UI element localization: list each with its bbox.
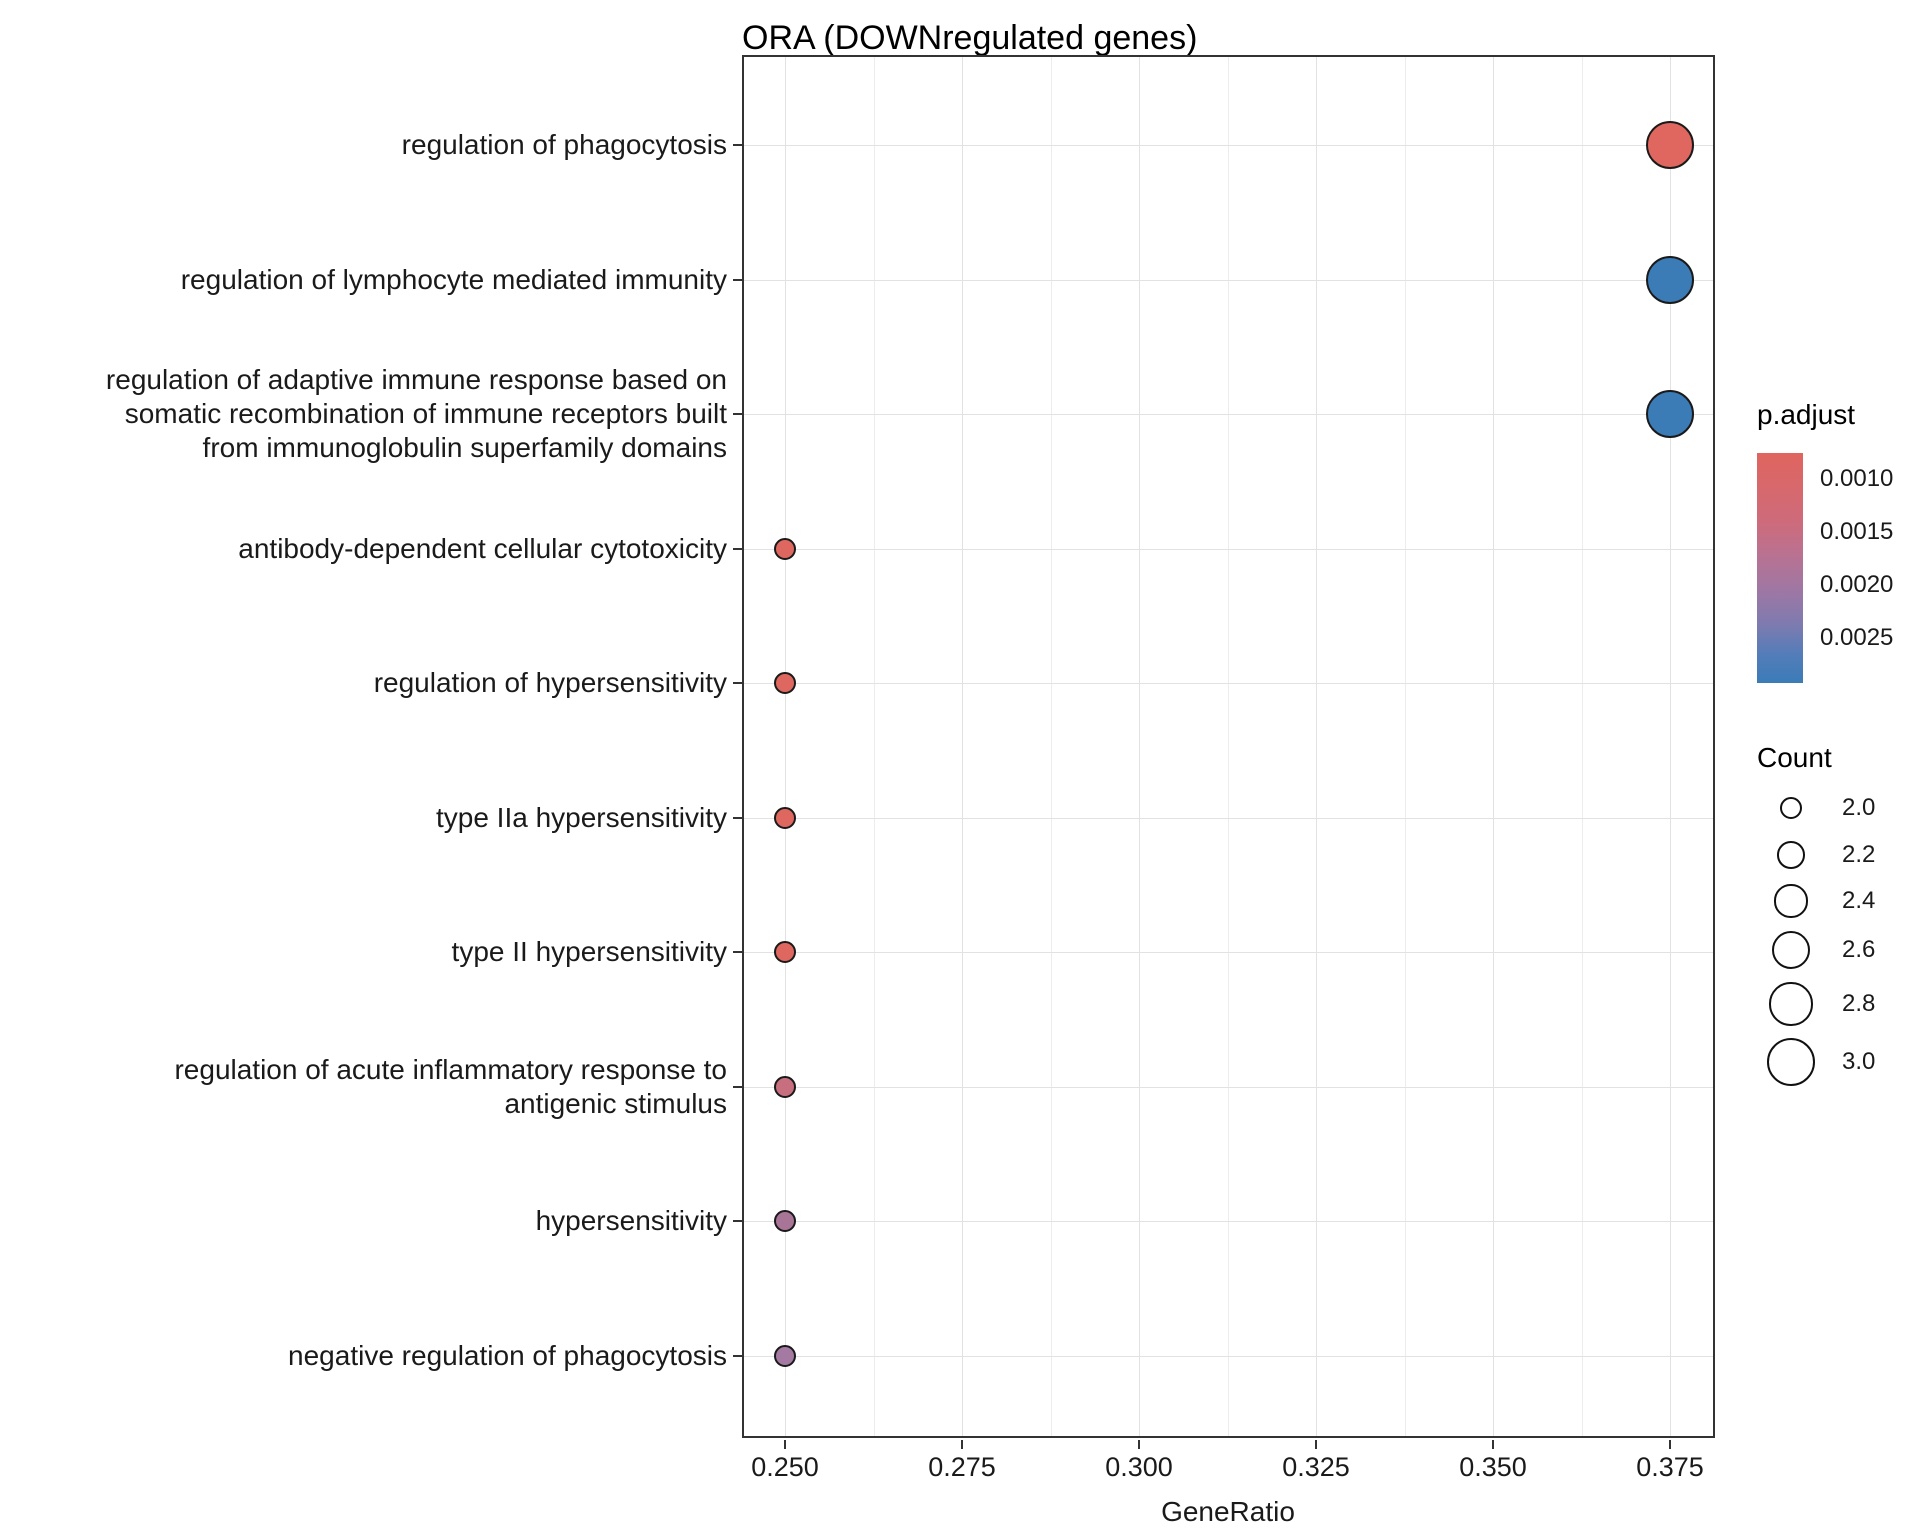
plot-panel — [742, 55, 1715, 1438]
y-axis-tick — [733, 413, 742, 415]
x-tick-label: 0.300 — [1105, 1452, 1173, 1482]
count-legend-circle — [1777, 841, 1805, 869]
gridline-h — [744, 414, 1713, 415]
gridline-h — [744, 817, 1713, 819]
y-axis-label: antibody-dependent cellular cytotoxicity — [238, 532, 727, 564]
data-point-dot — [774, 941, 796, 963]
gridline-h — [744, 952, 1713, 953]
gridline-h — [744, 1086, 1713, 1088]
legend-count-title: Count — [1757, 742, 1832, 773]
x-tick-label: 0.325 — [1282, 1452, 1350, 1482]
x-axis-tick — [961, 1440, 963, 1449]
legend-p-adjust-title: p.adjust — [1757, 399, 1856, 430]
gridline-v-minor — [1227, 57, 1229, 1436]
x-axis-tick — [1492, 1440, 1494, 1449]
gridline-v-minor — [1050, 57, 1052, 1436]
x-tick-label: 0.250 — [751, 1452, 819, 1482]
y-axis-tick — [733, 816, 742, 819]
y-axis-label: hypersensitivity — [535, 1205, 727, 1236]
gridline-v-major — [1670, 57, 1671, 1436]
data-point-dot — [1646, 390, 1694, 438]
p-adjust-gradient-bar — [1757, 453, 1803, 683]
count-legend-circle — [1774, 884, 1808, 918]
gridline-v-minor — [1404, 57, 1406, 1436]
x-axis-tick — [1669, 1440, 1671, 1449]
gridline-h — [744, 1221, 1713, 1222]
y-axis-tick — [733, 1354, 742, 1357]
gridline-v-major — [1316, 57, 1317, 1436]
x-axis-tick — [1315, 1440, 1317, 1449]
data-point-dot — [774, 537, 796, 560]
data-point-dot — [774, 1075, 796, 1098]
y-axis-label: regulation of phagocytosis — [401, 129, 727, 160]
y-axis-label: type II hypersensitivity — [451, 936, 727, 967]
y-axis-label: regulation of adaptive immune response b… — [105, 364, 727, 463]
count-legend-label: 3.0 — [1842, 1048, 1876, 1075]
x-axis-tick — [784, 1440, 786, 1449]
data-point-dot — [1646, 121, 1694, 169]
data-point-dot — [774, 1344, 796, 1367]
count-legend-label: 2.0 — [1842, 794, 1876, 821]
count-legend-label: 2.6 — [1842, 936, 1876, 963]
p-adjust-tick-label: 0.0025 — [1820, 623, 1894, 651]
data-point-dot — [774, 1210, 796, 1232]
y-axis-tick — [733, 1085, 742, 1088]
x-tick-label: 0.350 — [1459, 1452, 1527, 1482]
y-axis-label: type IIa hypersensitivity — [435, 801, 727, 833]
p-adjust-tick-label: 0.0015 — [1820, 518, 1894, 546]
x-tick-label: 0.375 — [1636, 1452, 1704, 1482]
y-axis-tick — [733, 547, 742, 550]
y-axis-label: regulation of lymphocyte mediated immuni… — [180, 263, 727, 295]
data-point-dot — [1646, 255, 1694, 304]
gridline-v-major — [785, 57, 786, 1436]
y-axis-tick — [733, 951, 742, 953]
data-point-dot — [774, 806, 796, 829]
y-axis-tick — [733, 682, 742, 684]
gridline-v-minor — [1581, 57, 1583, 1436]
y-axis-label: negative regulation of phagocytosis — [288, 1339, 727, 1371]
p-adjust-tick-label: 0.0010 — [1820, 465, 1894, 493]
gridline-v-major — [1493, 57, 1494, 1436]
y-axis-tick — [733, 144, 742, 146]
gridline-h — [744, 548, 1713, 550]
gridline-h — [744, 1355, 1713, 1357]
x-axis-title: GeneRatio — [1161, 1496, 1295, 1527]
y-axis-label: regulation of acute inflammatory respons… — [174, 1053, 727, 1119]
count-legend-label: 2.2 — [1842, 841, 1876, 868]
gridline-h — [744, 683, 1713, 684]
data-point-dot — [774, 672, 796, 694]
gridline-v-major — [962, 57, 963, 1436]
gridline-v-major — [1139, 57, 1140, 1436]
y-axis-label: regulation of hypersensitivity — [373, 667, 727, 698]
y-axis-tick — [733, 1220, 742, 1222]
count-legend-circle — [1767, 1038, 1815, 1086]
count-legend-circle — [1780, 797, 1802, 819]
count-legend-label: 2.4 — [1842, 887, 1876, 914]
gridline-h — [744, 279, 1713, 281]
x-axis-tick — [1138, 1440, 1140, 1449]
count-legend-circle — [1769, 982, 1813, 1026]
y-axis-tick — [733, 278, 742, 281]
x-tick-label: 0.275 — [928, 1452, 996, 1482]
p-adjust-tick-label: 0.0020 — [1820, 570, 1894, 598]
chart-title: ORA (DOWNregulated genes) — [742, 19, 1198, 57]
count-legend-circle — [1771, 930, 1811, 970]
gridline-v-minor — [873, 57, 875, 1436]
gridline-h — [744, 145, 1713, 146]
count-legend-label: 2.8 — [1842, 990, 1876, 1017]
